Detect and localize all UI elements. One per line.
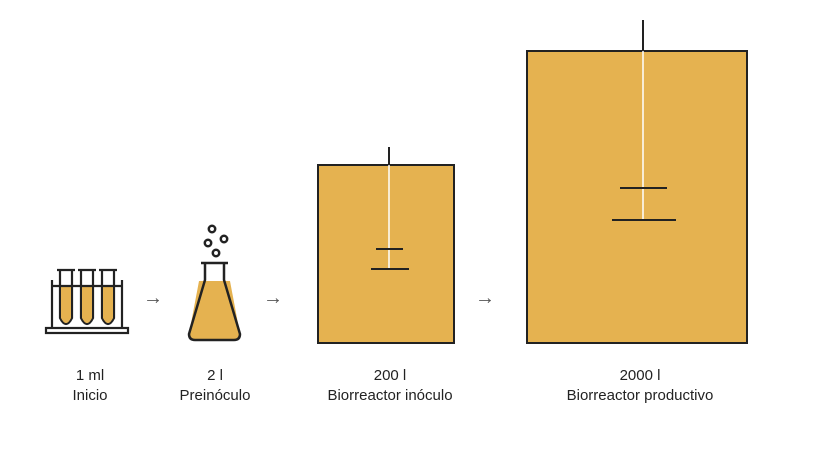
- bioreactor-small-icon: [317, 147, 455, 344]
- stage-volume: 1 ml: [75, 367, 105, 384]
- stage-volume: 2 l: [207, 367, 223, 384]
- stage-name: Inicio: [72, 387, 108, 404]
- stage-name: Biorreactor inóculo: [327, 387, 453, 404]
- stage-label-biorreactor-productivo: 2000 l Biorreactor productivo: [540, 366, 740, 406]
- arrow-1: →: [143, 287, 163, 309]
- stage-label-biorreactor-inoculo: 200 l Biorreactor inóculo: [300, 366, 480, 406]
- flask-icon: [187, 224, 242, 342]
- stage-label-inicio: 1 ml Inicio: [40, 366, 140, 406]
- stage-label-preinoculo: 2 l Preinóculo: [150, 366, 280, 406]
- arrow-2: →: [263, 287, 283, 309]
- bioreactor-large-icon: [526, 20, 748, 344]
- stage-volume: 200 l: [373, 367, 407, 384]
- test-tubes-icon: [44, 268, 130, 335]
- stage-volume: 2000 l: [619, 367, 661, 384]
- stage-name: Preinóculo: [179, 387, 251, 404]
- stage-name: Biorreactor productivo: [566, 387, 714, 404]
- arrow-3: →: [475, 287, 495, 309]
